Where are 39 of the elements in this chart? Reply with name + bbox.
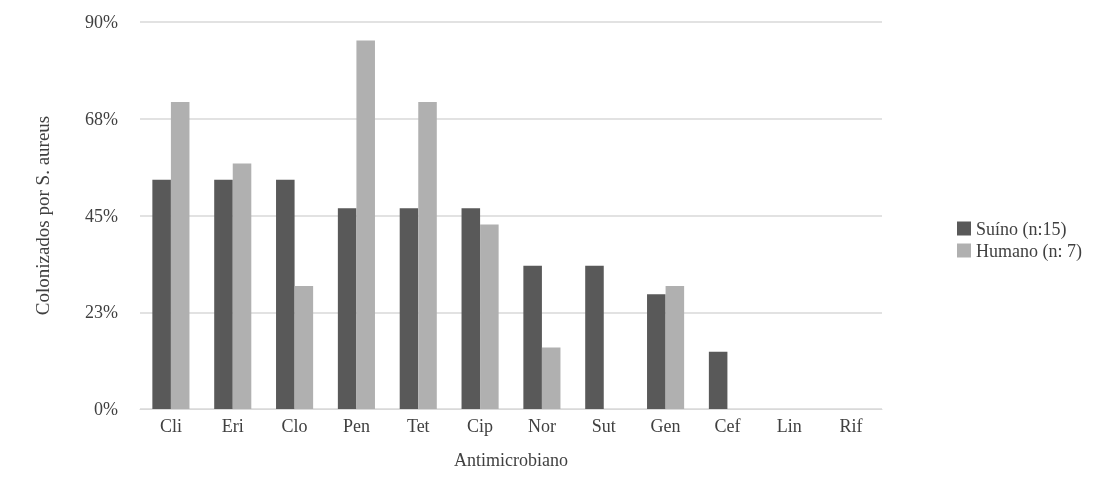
y-axis-title: Colonizados por S. aureus [32,115,53,316]
y-tick-label: 45% [85,205,118,226]
bar [585,265,604,409]
bar [337,208,357,409]
bar [418,101,437,409]
bar [647,294,666,409]
x-tick-label: Cip [467,416,494,436]
x-tick-label: Cef [714,416,741,436]
legend-label: Humano (n: 7) [976,240,1083,262]
y-tick-label: 0% [94,399,118,419]
bar [708,351,728,409]
x-axis-title: Antimicrobiano [454,450,568,470]
bar [461,208,481,409]
x-tick-label: Lin [776,416,802,436]
bar [294,286,314,409]
bar [399,208,419,409]
x-tick-label: Pen [342,416,370,436]
x-tick-label: Sut [591,416,616,436]
bar [232,163,252,409]
y-tick-label: 90% [85,12,118,32]
x-tick-label: Gen [650,416,681,436]
legend-label: Suíno (n:15) [976,218,1067,240]
bar [276,179,295,409]
x-tick-label: Nor [527,416,556,436]
bar [523,265,542,409]
bar [541,347,561,409]
x-tick-label: Clo [281,416,308,436]
bar [665,286,685,409]
bar [214,179,233,409]
bar [480,224,499,409]
y-tick-label: 23% [85,302,118,323]
x-tick-label: Tet [406,416,430,436]
bar [152,179,171,409]
y-tick-label: 68% [85,108,118,129]
x-tick-label: Cli [159,416,182,436]
bar [356,40,375,409]
x-tick-label: Eri [221,416,244,436]
bar [170,101,190,409]
x-tick-label: Rif [839,416,863,436]
